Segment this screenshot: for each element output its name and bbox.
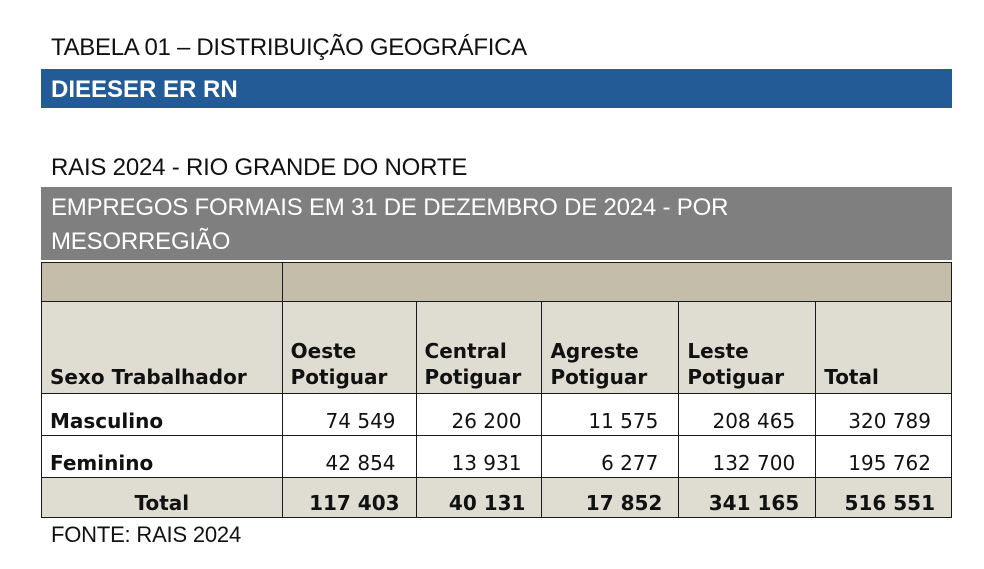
total-cell: 117 403 [281, 477, 417, 518]
column-header-central: Central Potiguar [415, 301, 543, 394]
row-label: Masculino [41, 393, 283, 436]
table-header-row: Sexo Trabalhador Oeste Potiguar Central Po… [41, 301, 952, 394]
table-cell: 13 931 [415, 435, 543, 478]
table-cell: 320 789 [815, 393, 952, 436]
table-cell: 195 762 [815, 435, 952, 478]
total-cell: 40 131 [415, 477, 543, 518]
total-cell: 341 165 [678, 477, 817, 518]
total-cell: 516 551 [815, 477, 952, 518]
org-banner: DIEESER ER RN [41, 69, 952, 108]
table-cell: 74 549 [281, 393, 417, 436]
table-subtitle-banner: EMPREGOS FORMAIS EM 31 DE DEZEMBRO DE 20… [41, 187, 952, 260]
column-header-oeste: Oeste Potiguar [281, 301, 417, 394]
table-cell: 208 465 [678, 393, 817, 436]
table-row: Masculino 74 549 26 200 11 575 208 465 3… [41, 393, 952, 436]
column-header-agreste: Agreste Potiguar [541, 301, 680, 394]
band-cell-left [41, 262, 283, 302]
table-cell: 132 700 [678, 435, 817, 478]
band-cell-right [281, 262, 953, 302]
column-header-sexo: Sexo Trabalhador [41, 301, 283, 394]
total-label: Total [41, 477, 283, 518]
source-footnote: FONTE: RAIS 2024 [51, 522, 241, 547]
column-header-leste: Leste Potiguar [678, 301, 817, 394]
table-subtitle: EMPREGOS FORMAIS EM 31 DE DEZEMBRO DE 20… [51, 194, 729, 255]
table-cell: 6 277 [541, 435, 680, 478]
row-label: Feminino [41, 435, 283, 478]
table-cell: 26 200 [415, 393, 543, 436]
source-heading: RAIS 2024 - RIO GRANDE DO NORTE [51, 154, 468, 181]
table-band-row [41, 262, 953, 302]
table-total-row: Total 117 403 40 131 17 852 341 165 516 … [41, 477, 952, 518]
table-cell: 11 575 [541, 393, 680, 436]
employment-table: Sexo Trabalhador Oeste Potiguar Central Po… [41, 262, 953, 518]
table-row: Feminino 42 854 13 931 6 277 132 700 195… [41, 435, 952, 478]
column-header-total: Total [815, 301, 952, 394]
table-title: TABELA 01 – DISTRIBUIÇÃO GEOGRÁFICA [51, 34, 527, 61]
org-label: DIEESER ER RN [51, 76, 238, 103]
total-cell: 17 852 [541, 477, 680, 518]
table-cell: 42 854 [281, 435, 417, 478]
